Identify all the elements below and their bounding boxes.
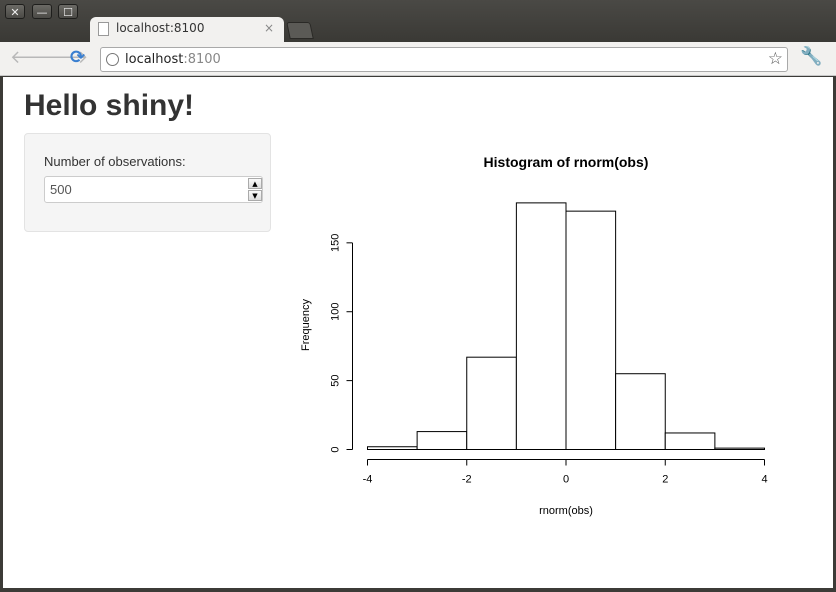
histogram-bar [615, 373, 666, 451]
y-tick-label: 0 [330, 446, 342, 452]
histogram-plot: Histogram of rnorm(obs) -4 -2 0 2 4 rnorm(obs)… [300, 154, 768, 517]
tab-close-icon[interactable]: × [263, 21, 274, 35]
histogram-bar [664, 432, 716, 451]
observations-label: Number of observations: [44, 154, 186, 169]
browser-tab[interactable]: localhost:8100 × [90, 17, 284, 42]
close-window-button[interactable]: ✕ [5, 4, 25, 19]
y-tick-label: 50 [330, 374, 342, 386]
address-text[interactable]: localhost:8100 [125, 52, 221, 67]
page-title: Hello shiny! [24, 89, 195, 122]
browser-toolbar: 🡐 🡒 ⟳ localhost:8100 ☆ 🔧 [0, 42, 836, 76]
chart-title: Histogram of rnorm(obs) [484, 154, 649, 170]
bookmark-star-icon[interactable]: ☆ [767, 49, 783, 69]
histogram-bar [416, 431, 468, 451]
x-axis-label: rnorm(obs) [539, 505, 593, 517]
wrench-menu-icon[interactable]: 🔧 [800, 46, 823, 67]
reload-icon[interactable]: ⟳ [70, 47, 86, 68]
new-tab-button[interactable] [286, 22, 314, 39]
sidebar-panel: Number of observations: 500 ▲ ▼ [24, 133, 271, 232]
x-tick-label: -2 [462, 474, 472, 486]
increment-button[interactable]: ▲ [248, 178, 262, 189]
window-titlebar: ✕ — ☐ localhost:8100 × [0, 0, 836, 42]
y-axis-label: Frequency [300, 299, 312, 351]
back-arrow-icon[interactable]: 🡐 [10, 47, 59, 68]
histogram-bar [466, 356, 517, 450]
forward-arrow-icon[interactable]: 🡒 [40, 47, 89, 68]
x-tick-label: -4 [363, 474, 373, 486]
globe-icon [106, 53, 119, 66]
x-tick-label: 2 [662, 474, 668, 486]
observations-value: 500 [50, 182, 72, 197]
page-content: Hello shiny! Number of observations: 500… [3, 77, 833, 588]
decrement-button[interactable]: ▼ [248, 190, 262, 201]
histogram-bar [714, 447, 765, 451]
x-tick-label: 0 [563, 474, 569, 486]
histogram-bar [515, 202, 567, 450]
address-host: localhost [125, 52, 184, 67]
histogram-bar [367, 446, 418, 451]
x-tick-label: 4 [761, 474, 767, 486]
histogram-bar [565, 210, 617, 451]
page-icon [98, 22, 109, 36]
y-tick-label: 100 [330, 303, 342, 321]
address-bar[interactable]: localhost:8100 ☆ [100, 47, 788, 72]
tab-title: localhost:8100 [116, 21, 205, 35]
address-port: :8100 [183, 52, 221, 67]
y-tick-label: 150 [330, 234, 342, 252]
maximize-window-button[interactable]: ☐ [58, 4, 78, 19]
observations-input[interactable]: 500 ▲ ▼ [44, 176, 263, 203]
minimize-window-button[interactable]: — [32, 4, 52, 19]
